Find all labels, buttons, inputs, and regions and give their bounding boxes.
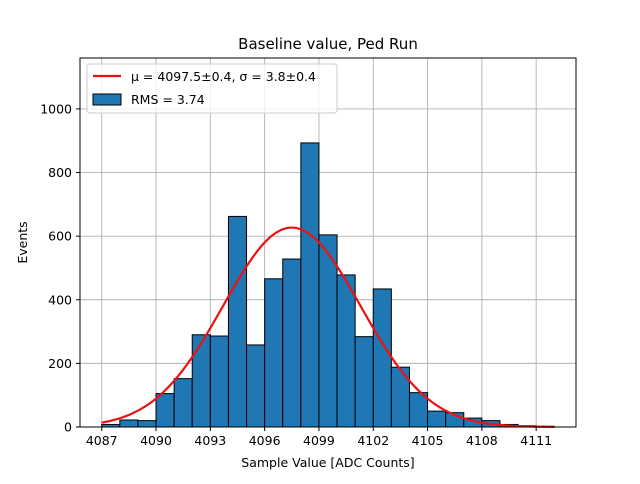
x-tick-label: 4102 — [357, 433, 389, 448]
y-tick-label: 800 — [48, 165, 72, 180]
x-tick-label: 4087 — [86, 433, 118, 448]
x-tick-label: 4096 — [249, 433, 281, 448]
x-tick-label: 4093 — [194, 433, 226, 448]
histogram-bar — [427, 410, 447, 428]
legend-histogram-swatch — [92, 93, 122, 106]
histogram-bar — [119, 419, 139, 428]
histogram-bar — [336, 274, 356, 428]
histogram-bar — [155, 393, 175, 428]
x-axis-label: Sample Value [ADC Counts] — [241, 455, 414, 470]
histogram-bar — [246, 344, 266, 428]
legend-fit-label: μ = 4097.5±0.4, σ = 3.8±0.4 — [131, 69, 316, 84]
y-axis-label: Events — [15, 221, 30, 263]
histogram-bar — [408, 392, 429, 428]
gaussian-fit — [101, 226, 555, 428]
y-tick-label: 400 — [48, 292, 72, 307]
histogram-bar — [282, 258, 302, 428]
legend-box — [86, 63, 338, 114]
histogram-bar — [191, 334, 211, 428]
chart-title: Baseline value, Ped Run — [238, 35, 418, 53]
histogram-bar — [173, 378, 193, 428]
histogram-bar — [300, 142, 320, 428]
x-tick-label: 4099 — [303, 433, 335, 448]
histogram-bar — [137, 420, 157, 428]
plot-frame — [79, 57, 577, 428]
x-tick-label: 4090 — [140, 433, 172, 448]
x-tick-label: 4108 — [466, 433, 498, 448]
axis-ticks: 4087 4090 4093 4096 4099 4102 4105 4108 4111 0 200… — [40, 101, 552, 448]
histogram-bar — [264, 278, 284, 428]
y-tick-label: 0 — [64, 420, 72, 435]
x-tick-label: 4105 — [412, 433, 444, 448]
histogram-bar — [227, 215, 248, 428]
histogram-bar — [209, 335, 229, 428]
fit-curve — [101, 226, 555, 428]
histogram-bar — [372, 288, 392, 428]
legend-histogram-label: RMS = 3.74 — [131, 92, 205, 107]
y-tick-label: 200 — [48, 356, 72, 371]
y-tick-label: 600 — [48, 229, 72, 244]
histogram-bar — [354, 336, 374, 428]
legend: μ = 4097.5±0.4, σ = 3.8±0.4 RMS = 3.74 — [86, 63, 338, 114]
y-tick-label: 1000 — [40, 101, 72, 116]
x-tick-label: 4111 — [520, 433, 552, 448]
